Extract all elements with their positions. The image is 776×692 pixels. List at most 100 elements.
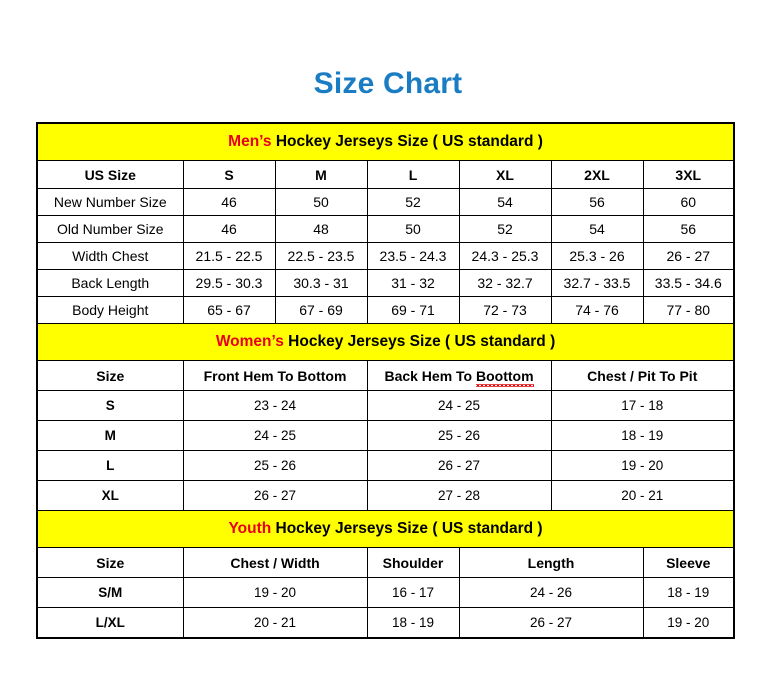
youth-banner-cell: Youth Hockey Jerseys Size ( US standard … — [35, 510, 736, 548]
table-row: L/XL 20 - 21 18 - 19 26 - 27 19 - 20 — [36, 607, 735, 639]
womens-section-banner: Women’s Hockey Jerseys Size ( US standar… — [35, 323, 736, 361]
mens-cell: 46 — [182, 188, 276, 216]
youth-cell: 16 - 17 — [366, 577, 460, 608]
mens-row-label: Width Chest — [36, 242, 184, 270]
mens-cell: 54 — [550, 215, 644, 243]
mens-cell: 32.7 - 33.5 — [550, 269, 644, 297]
mens-cell: 31 - 32 — [366, 269, 460, 297]
womens-size-label: XL — [36, 480, 184, 511]
mens-cell: 65 - 67 — [182, 296, 276, 324]
mens-cell: 33.5 - 34.6 — [642, 269, 735, 297]
youth-banner-rest: Hockey Jerseys Size ( US standard ) — [271, 520, 543, 537]
womens-size-label: M — [36, 420, 184, 451]
mens-row-label: New Number Size — [36, 188, 184, 216]
mens-cell: 25.3 - 26 — [550, 242, 644, 270]
mens-cell: 77 - 80 — [642, 296, 735, 324]
mens-cell: 60 — [642, 188, 735, 216]
womens-cell: 17 - 18 — [550, 390, 735, 421]
table-row: Body Height 65 - 67 67 - 69 69 - 71 72 -… — [36, 296, 735, 324]
youth-cell: 20 - 21 — [182, 607, 368, 639]
youth-col-header-0: Size — [36, 547, 184, 578]
mens-row-label: Body Height — [36, 296, 184, 324]
mens-cell: 23.5 - 24.3 — [366, 242, 460, 270]
womens-cell: 19 - 20 — [550, 450, 735, 481]
mens-cell: 56 — [550, 188, 644, 216]
youth-cell: 26 - 27 — [458, 607, 644, 639]
size-chart-table: Men’s Hockey Jerseys Size ( US standard … — [35, 122, 736, 639]
womens-cell: 24 - 25 — [366, 390, 552, 421]
womens-cell: 20 - 21 — [550, 480, 735, 511]
womens-cell: 25 - 26 — [366, 420, 552, 451]
table-row: M 24 - 25 25 - 26 18 - 19 — [36, 420, 735, 451]
mens-row-label: Old Number Size — [36, 215, 184, 243]
womens-col-header-3: Chest / Pit To Pit — [550, 360, 735, 391]
mens-cell: 22.5 - 23.5 — [274, 242, 368, 270]
mens-col-header-1: S — [182, 160, 276, 189]
mens-cell: 21.5 - 22.5 — [182, 242, 276, 270]
mens-cell: 46 — [182, 215, 276, 243]
youth-size-label: L/XL — [36, 607, 184, 639]
mens-cell: 67 - 69 — [274, 296, 368, 324]
womens-banner-rest: Hockey Jerseys Size ( US standard ) — [283, 333, 556, 350]
womens-cell: 26 - 27 — [366, 450, 552, 481]
mens-cell: 32 - 32.7 — [458, 269, 552, 297]
page-title: Size Chart — [313, 67, 463, 100]
mens-banner-accent: Men’s — [228, 133, 272, 150]
youth-cell: 18 - 19 — [642, 577, 735, 608]
mens-row-label: Back Length — [36, 269, 184, 297]
mens-cell: 30.3 - 31 — [274, 269, 368, 297]
womens-col-header-2: Back Hem To Boottom — [366, 360, 552, 391]
womens-cell: 25 - 26 — [182, 450, 368, 481]
table-row: L 25 - 26 26 - 27 19 - 20 — [36, 450, 735, 481]
womens-cell: 26 - 27 — [182, 480, 368, 511]
youth-col-header-4: Sleeve — [642, 547, 735, 578]
table-row: New Number Size 46 50 52 54 56 60 — [36, 188, 735, 216]
womens-banner-accent: Women’s — [215, 333, 284, 350]
mens-cell: 52 — [366, 188, 460, 216]
table-row: Back Length 29.5 - 30.3 30.3 - 31 31 - 3… — [36, 269, 735, 297]
mens-cell: 74 - 76 — [550, 296, 644, 324]
mens-col-header-5: 2XL — [550, 160, 644, 189]
youth-cell: 24 - 26 — [458, 577, 644, 608]
womens-size-label: S — [36, 390, 184, 421]
youth-cell: 19 - 20 — [642, 607, 735, 639]
womens-col-header-1: Front Hem To Bottom — [182, 360, 368, 391]
youth-cell: 18 - 19 — [366, 607, 460, 639]
mens-cell: 50 — [366, 215, 460, 243]
womens-cell: 24 - 25 — [182, 420, 368, 451]
size-chart-body: Men’s Hockey Jerseys Size ( US standard … — [35, 122, 736, 639]
youth-col-header-2: Shoulder — [366, 547, 460, 578]
mens-col-header-0: US Size — [36, 160, 184, 189]
mens-col-header-2: M — [274, 160, 368, 189]
mens-cell: 26 - 27 — [642, 242, 735, 270]
womens-cell: 23 - 24 — [182, 390, 368, 421]
mens-col-header-4: XL — [458, 160, 552, 189]
mens-cell: 69 - 71 — [366, 296, 460, 324]
mens-col-header-3: L — [366, 160, 460, 189]
mens-col-header-6: 3XL — [642, 160, 735, 189]
mens-section-banner: Men’s Hockey Jerseys Size ( US standard … — [35, 122, 736, 161]
womens-col-header-0: Size — [36, 360, 184, 391]
womens-cell: 27 - 28 — [366, 480, 552, 511]
misspelled-word: Boottom — [476, 367, 534, 387]
mens-cell: 56 — [642, 215, 735, 243]
youth-col-header-3: Length — [458, 547, 644, 578]
mens-cell: 52 — [458, 215, 552, 243]
youth-section-banner: Youth Hockey Jerseys Size ( US standard … — [35, 510, 736, 548]
mens-cell: 48 — [274, 215, 368, 243]
table-row: Width Chest 21.5 - 22.5 22.5 - 23.5 23.5… — [36, 242, 735, 270]
mens-banner-rest: Hockey Jerseys Size ( US standard ) — [271, 133, 543, 150]
youth-banner-accent: Youth — [228, 520, 272, 537]
mens-banner-cell: Men’s Hockey Jerseys Size ( US standard … — [35, 122, 736, 161]
mens-cell: 24.3 - 25.3 — [458, 242, 552, 270]
youth-col-header-1: Chest / Width — [182, 547, 368, 578]
womens-column-header-row: Size Front Hem To Bottom Back Hem To Boo… — [36, 360, 735, 391]
womens-banner-cell: Women’s Hockey Jerseys Size ( US standar… — [35, 323, 736, 361]
table-row: Old Number Size 46 48 50 52 54 56 — [36, 215, 735, 243]
youth-size-label: S/M — [36, 577, 184, 608]
size-chart-tables: Men’s Hockey Jerseys Size ( US standard … — [35, 122, 736, 639]
mens-cell: 29.5 - 30.3 — [182, 269, 276, 297]
mens-cell: 50 — [274, 188, 368, 216]
table-row: S/M 19 - 20 16 - 17 24 - 26 18 - 19 — [36, 577, 735, 608]
table-row: XL 26 - 27 27 - 28 20 - 21 — [36, 480, 735, 511]
